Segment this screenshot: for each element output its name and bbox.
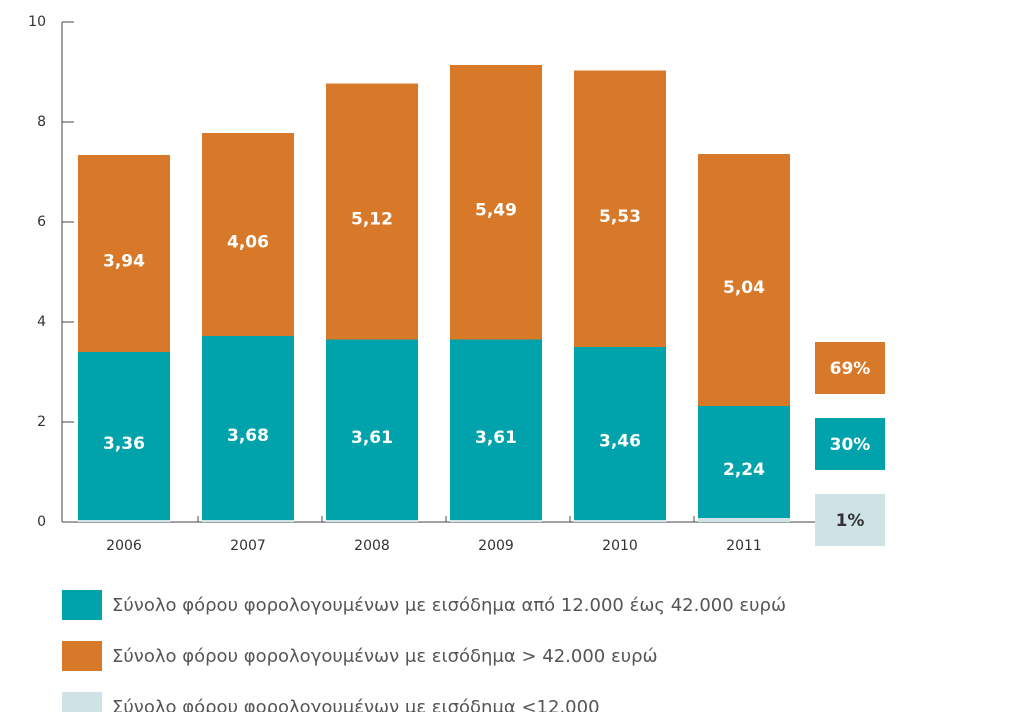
bar-segment — [78, 520, 170, 522]
x-tick-label: 2007 — [230, 538, 266, 554]
data-label: 5,53 — [599, 207, 641, 227]
bar-segment — [698, 518, 790, 522]
data-label: 3,94 — [103, 252, 145, 272]
data-label: 2,24 — [723, 460, 765, 480]
x-tick-label: 2010 — [602, 538, 638, 554]
share-box — [815, 418, 885, 470]
bar-segment — [574, 347, 666, 520]
legend-swatch — [62, 641, 102, 671]
data-label: 3,61 — [475, 428, 517, 448]
data-label: 5,49 — [475, 200, 517, 220]
bar-segment — [698, 154, 790, 406]
y-tick-label: 2 — [37, 414, 46, 430]
bar-segment — [450, 520, 542, 522]
bar-segment — [326, 520, 418, 522]
x-tick-label: 2009 — [478, 538, 514, 554]
x-tick-label: 2006 — [106, 538, 142, 554]
share-label: 69% — [830, 359, 871, 379]
y-tick-label: 6 — [37, 214, 46, 230]
bar-segment — [78, 155, 170, 352]
data-label: 3,46 — [599, 432, 641, 452]
data-label: 3,36 — [103, 434, 145, 454]
share-label: 30% — [830, 435, 871, 455]
share-box — [815, 342, 885, 394]
legend-label: Σύνολο φόρου φορολογουμένων με εισόδημα … — [112, 697, 600, 712]
y-tick-label: 4 — [37, 314, 46, 330]
legend-label: Σύνολο φόρου φορολογουμένων με εισόδημα … — [112, 595, 786, 616]
share-box — [815, 494, 885, 546]
x-tick-label: 2008 — [354, 538, 390, 554]
x-tick-label: 2011 — [726, 538, 762, 554]
bar-segment — [450, 339, 542, 520]
share-label: 1% — [836, 511, 865, 531]
bar-segment — [78, 352, 170, 520]
bar-segment — [698, 406, 790, 518]
bar-segment — [450, 65, 542, 340]
legend-swatch — [62, 590, 102, 620]
bar-segment — [326, 339, 418, 520]
bar-segment — [574, 520, 666, 522]
legend-label: Σύνολο φόρου φορολογουμένων με εισόδημα … — [112, 646, 658, 667]
data-label: 5,04 — [723, 278, 765, 298]
bar-segment — [202, 336, 294, 520]
data-label: 3,68 — [227, 426, 269, 446]
data-label: 3,61 — [351, 428, 393, 448]
legend-swatch — [62, 692, 102, 712]
bar-segment — [574, 70, 666, 347]
data-label: 5,12 — [351, 210, 393, 230]
data-label: 4,06 — [227, 233, 269, 253]
bar-segment — [202, 520, 294, 522]
y-tick-label: 8 — [37, 114, 46, 130]
y-tick-label: 10 — [28, 14, 46, 30]
bar-segment — [326, 83, 418, 340]
bar-segment — [202, 133, 294, 336]
y-tick-label: 0 — [37, 514, 46, 530]
